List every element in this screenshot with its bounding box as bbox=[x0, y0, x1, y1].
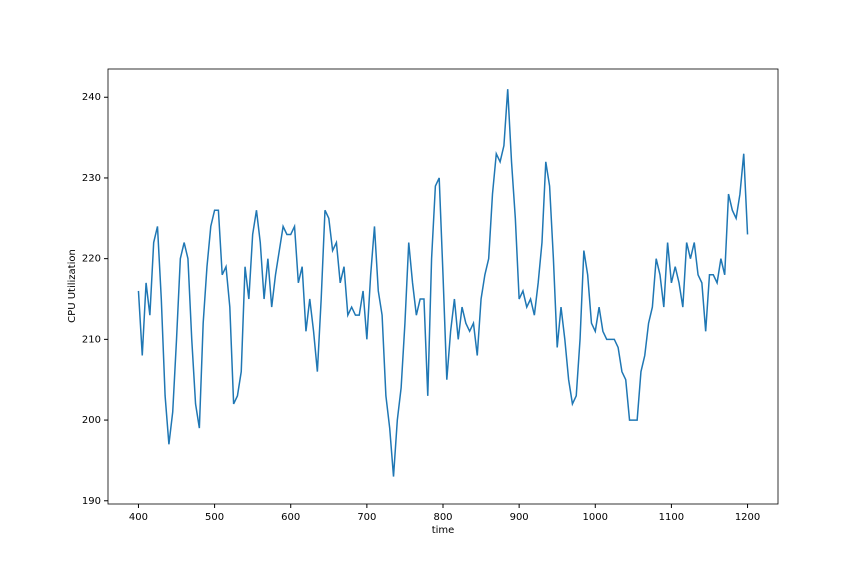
y-tick-label: 210 bbox=[82, 334, 101, 345]
x-tick-label: 900 bbox=[510, 512, 529, 523]
y-tick-label: 220 bbox=[82, 254, 101, 265]
plot-frame bbox=[107, 68, 779, 505]
x-tick-label: 1200 bbox=[735, 512, 760, 523]
x-tick-label: 700 bbox=[357, 512, 376, 523]
x-tick-label: 500 bbox=[205, 512, 224, 523]
y-tick-label: 230 bbox=[82, 173, 101, 184]
x-tick-label: 600 bbox=[281, 512, 300, 523]
y-tick-label: 190 bbox=[82, 496, 101, 507]
x-tick-label: 400 bbox=[129, 512, 148, 523]
y-tick-label: 200 bbox=[82, 415, 101, 426]
x-tick-label: 1000 bbox=[583, 512, 608, 523]
y-tick-label: 240 bbox=[82, 92, 101, 103]
x-axis-label: time bbox=[432, 525, 455, 536]
data-line bbox=[137, 89, 749, 477]
x-tick-label: 800 bbox=[433, 512, 452, 523]
x-tick-label: 1100 bbox=[659, 512, 684, 523]
y-axis-label: CPU Utilization bbox=[67, 249, 78, 323]
